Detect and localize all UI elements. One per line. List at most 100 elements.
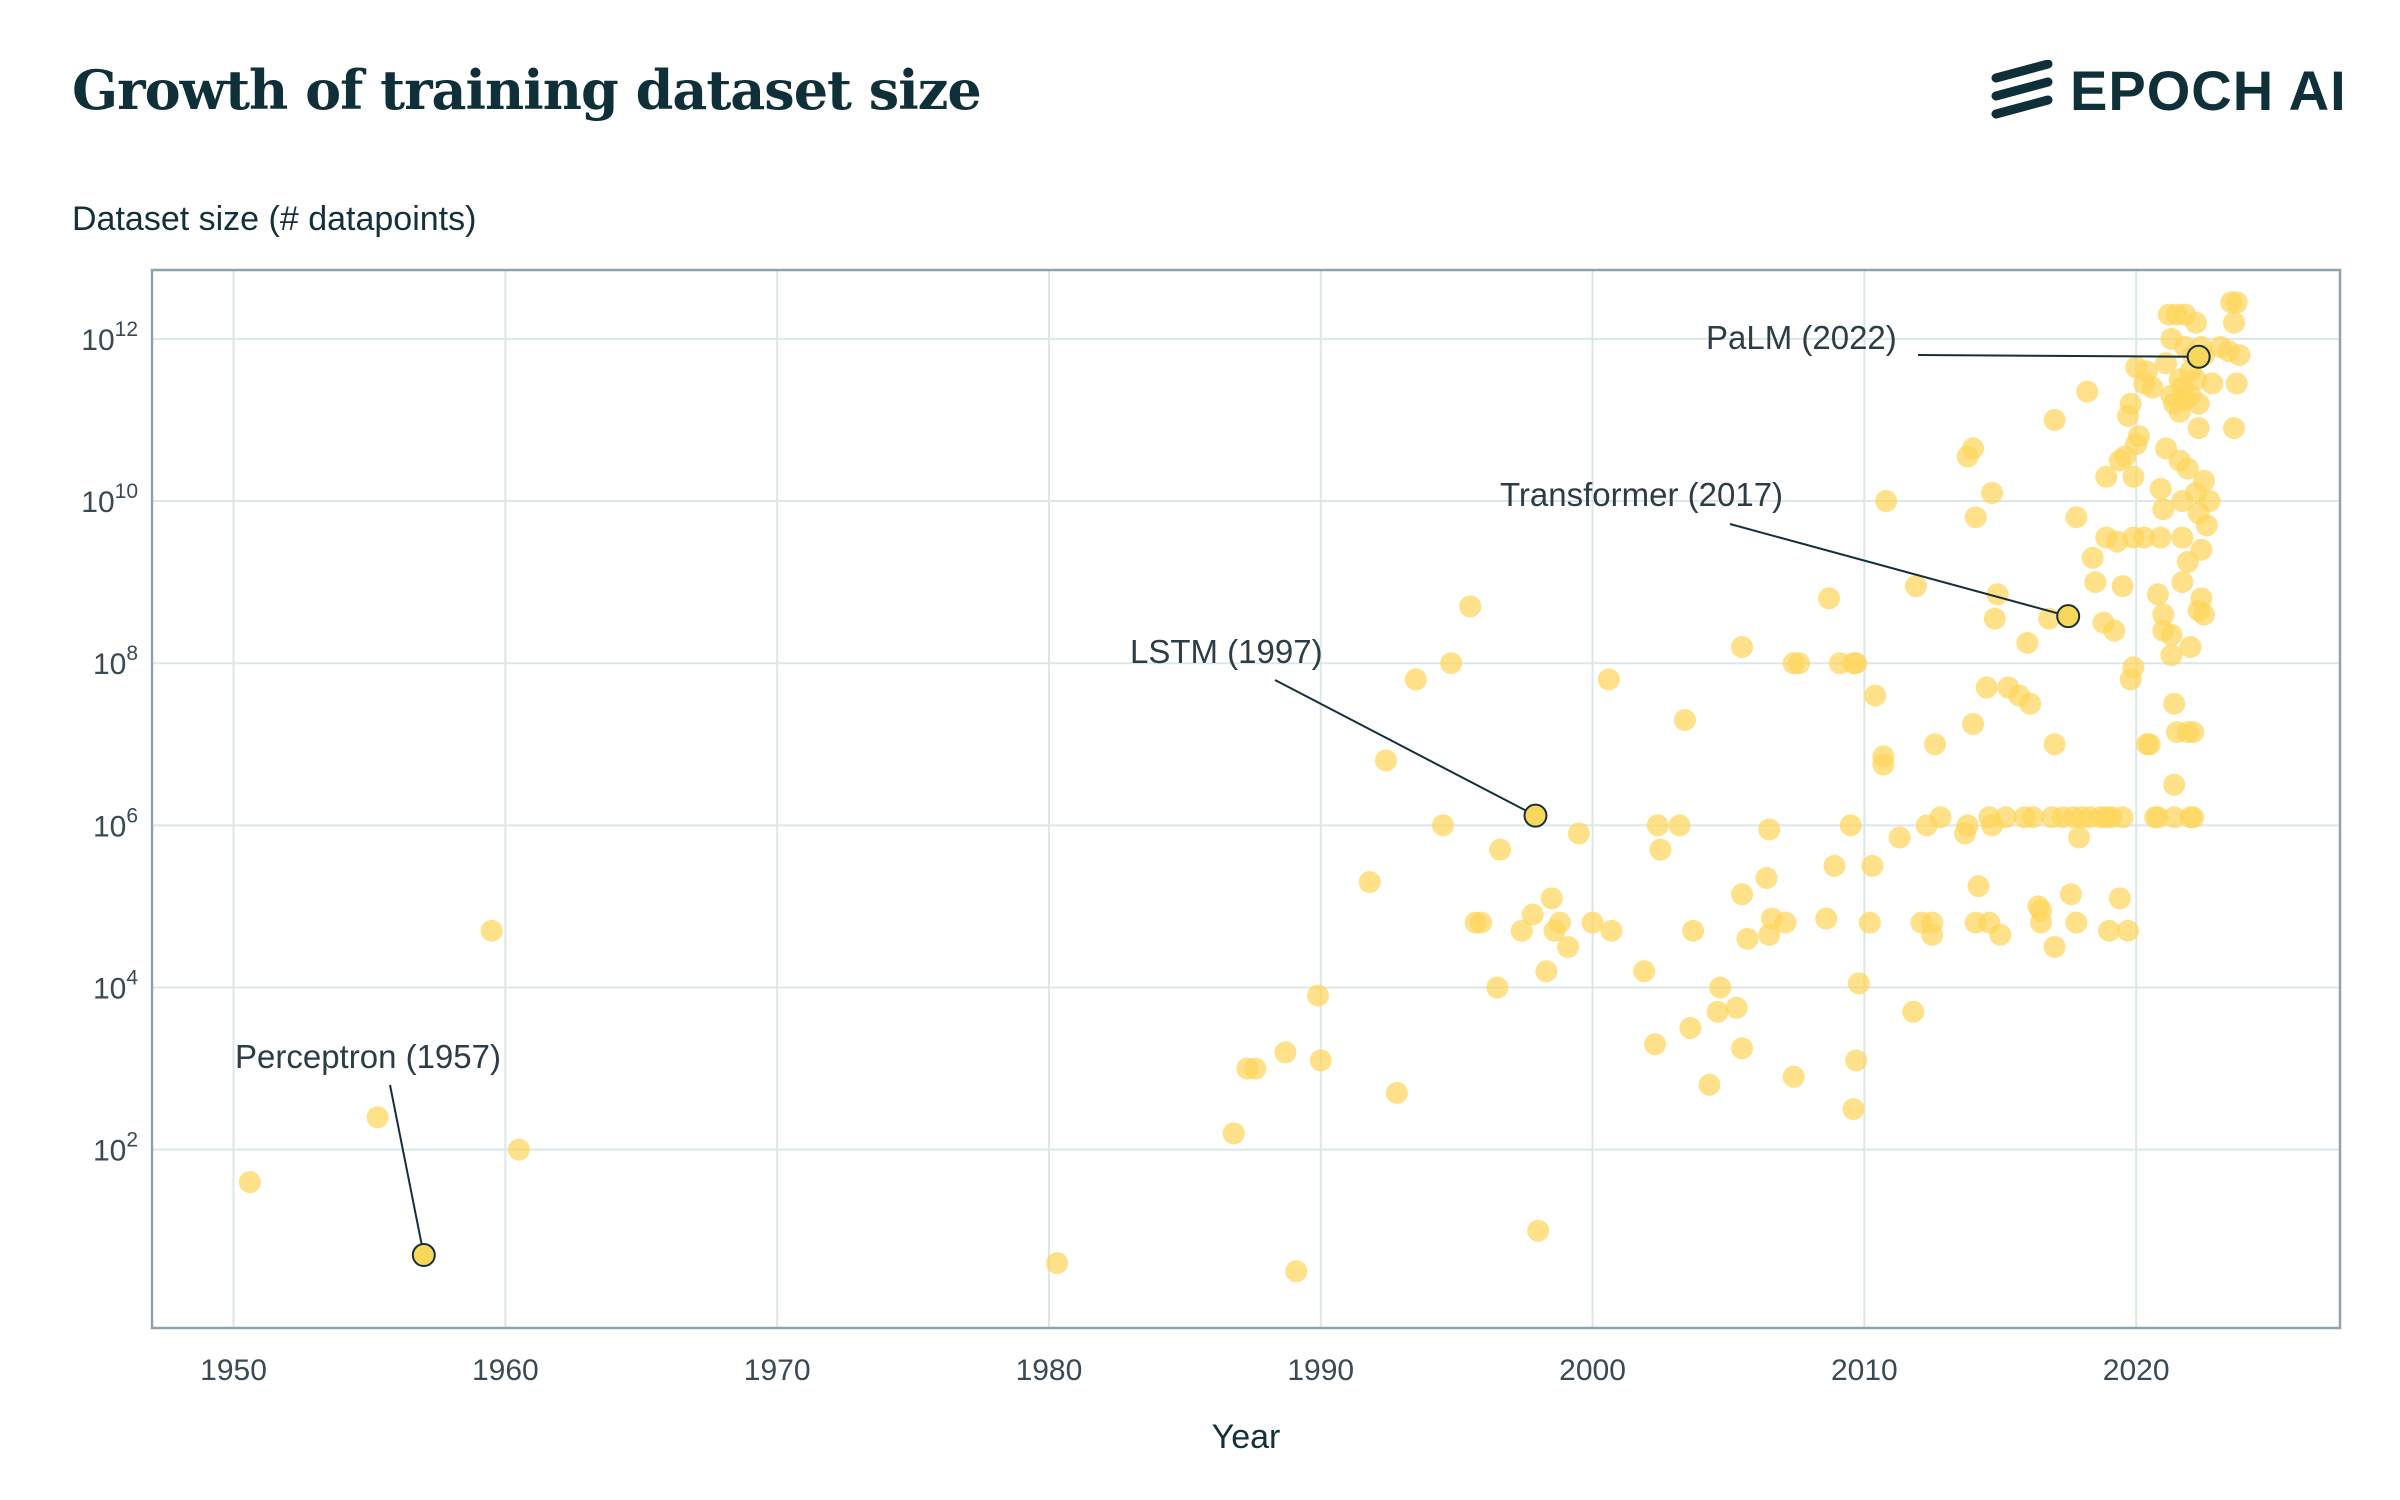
data-point xyxy=(1633,960,1656,983)
data-point xyxy=(2201,372,2224,395)
data-point xyxy=(2190,587,2213,610)
data-point xyxy=(2163,692,2186,715)
data-point xyxy=(1986,583,2009,606)
data-point xyxy=(1567,822,1590,845)
y-tick-label: 104 xyxy=(93,966,138,1005)
y-tick-label: 102 xyxy=(93,1129,138,1168)
data-point xyxy=(2043,935,2066,958)
data-point xyxy=(1788,652,1811,675)
highlighted-point xyxy=(1523,803,1548,828)
data-point xyxy=(2084,571,2107,594)
data-point xyxy=(2160,644,2183,667)
data-point xyxy=(2182,721,2205,744)
data-point xyxy=(2193,469,2216,492)
data-point xyxy=(1839,814,1862,837)
data-point xyxy=(1307,984,1330,1007)
x-tick-label: 1970 xyxy=(744,1354,811,1387)
data-point xyxy=(238,1171,261,1194)
data-point xyxy=(507,1138,530,1161)
data-point xyxy=(1842,1098,1865,1121)
data-point xyxy=(2138,733,2161,756)
data-point xyxy=(2043,408,2066,431)
brand-name: EPOCH AI xyxy=(2070,58,2347,122)
data-point xyxy=(1994,806,2017,829)
data-point xyxy=(2179,635,2202,658)
data-point xyxy=(1581,911,1604,934)
data-point xyxy=(1309,1049,1332,1072)
x-tick-label: 2000 xyxy=(1559,1354,1626,1387)
data-point xyxy=(1964,506,1987,529)
data-point xyxy=(1374,749,1397,772)
highlighted-point xyxy=(411,1243,436,1268)
page-title: Growth of training dataset size xyxy=(72,58,982,122)
data-point xyxy=(2155,352,2178,375)
data-point xyxy=(1404,668,1427,691)
data-point xyxy=(2095,465,2118,488)
data-point xyxy=(1924,733,1947,756)
annotation-label: Transformer (2017) xyxy=(1500,476,1783,513)
data-point xyxy=(1902,1000,1925,1023)
data-point xyxy=(1709,976,1732,999)
data-point xyxy=(2171,571,2194,594)
data-point xyxy=(1510,919,1533,942)
data-point xyxy=(2043,733,2066,756)
data-point xyxy=(2225,372,2248,395)
data-point xyxy=(1644,1033,1667,1056)
highlighted-point xyxy=(2056,604,2081,629)
data-point xyxy=(2152,498,2175,521)
data-point xyxy=(2065,506,2088,529)
data-point xyxy=(1244,1057,1267,1080)
data-point xyxy=(2111,806,2134,829)
data-point xyxy=(2081,546,2104,569)
data-point xyxy=(2133,526,2156,549)
y-tick-label: 108 xyxy=(93,642,138,681)
data-point xyxy=(480,919,503,942)
data-point xyxy=(2076,380,2099,403)
data-point xyxy=(1725,996,1748,1019)
data-point xyxy=(1956,814,1979,837)
data-point xyxy=(1758,818,1781,841)
data-point xyxy=(1758,923,1781,946)
data-point xyxy=(1540,887,1563,910)
data-points xyxy=(238,291,2251,1283)
data-point xyxy=(2127,425,2150,448)
data-point xyxy=(1046,1252,1069,1275)
data-point xyxy=(1815,907,1838,930)
data-point xyxy=(1904,575,1927,598)
data-point xyxy=(2198,490,2221,513)
data-point xyxy=(1864,684,1887,707)
annotation-leader xyxy=(1917,354,2199,358)
data-point xyxy=(1967,875,1990,898)
data-point xyxy=(1823,854,1846,877)
data-point xyxy=(2187,392,2210,415)
data-point xyxy=(1600,919,1623,942)
data-point xyxy=(2182,806,2205,829)
data-point xyxy=(2030,899,2053,922)
data-point xyxy=(2103,619,2126,642)
y-tick-label: 106 xyxy=(93,804,138,843)
x-tick-labels: 1950 1960 1970 1980 1990 2000 2010 2020 xyxy=(200,1354,2169,1387)
data-point xyxy=(2222,311,2245,334)
data-point xyxy=(1679,1017,1702,1040)
data-point xyxy=(1649,838,1672,861)
data-point xyxy=(1888,826,1911,849)
data-point xyxy=(1929,806,1952,829)
annotation-label: PaLM (2022) xyxy=(1706,319,1897,356)
data-point xyxy=(1459,595,1482,618)
data-point xyxy=(2122,465,2145,488)
data-point xyxy=(1962,437,1985,460)
data-point xyxy=(2195,514,2218,537)
y-tick-label: 1010 xyxy=(81,480,138,519)
x-tick-label: 1960 xyxy=(472,1354,539,1387)
data-point xyxy=(1682,919,1705,942)
data-point xyxy=(2146,806,2169,829)
y-axis-title: Dataset size (# datapoints) xyxy=(72,200,477,238)
x-tick-label: 1950 xyxy=(200,1354,267,1387)
data-point xyxy=(2152,603,2175,626)
data-point xyxy=(1274,1041,1297,1064)
data-point xyxy=(1432,814,1455,837)
data-point xyxy=(2108,887,2131,910)
data-point xyxy=(1875,490,1898,513)
highlighted-point xyxy=(2186,344,2211,369)
